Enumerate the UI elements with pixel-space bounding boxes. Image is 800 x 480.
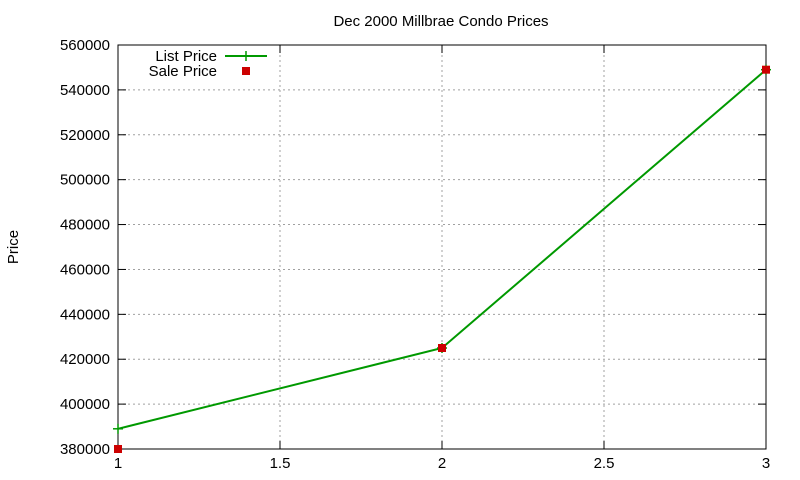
y-tick-label: 460000 (60, 261, 110, 278)
series-sale-price (114, 65, 770, 453)
y-tick-label: 480000 (60, 217, 110, 234)
y-tick-label: 400000 (60, 396, 110, 413)
legend-label-sale-price: Sale Price (149, 63, 217, 80)
y-tick-label: 540000 (60, 82, 110, 99)
y-tick-label: 500000 (60, 172, 110, 189)
axes: 380000 400000 420000 440000 460000 480000 5000… (60, 37, 770, 472)
y-tick-label: 440000 (60, 306, 110, 323)
legend-marker-list-price (241, 51, 251, 61)
list-price-point (113, 423, 123, 434)
x-tick-label: 1.5 (270, 455, 291, 472)
legend-label-list-price: List Price (155, 48, 217, 65)
x-tick-label: 2 (438, 455, 446, 472)
y-tick-label: 420000 (60, 351, 110, 368)
series-layer (113, 64, 771, 453)
x-tick-label: 3 (762, 455, 770, 472)
plot-frame (117, 44, 767, 450)
sale-price-point (114, 445, 122, 453)
legend-marker-sale-price (242, 67, 250, 75)
x-tick-label: 1 (114, 455, 122, 472)
chart-title: Dec 2000 Millbrae Condo Prices (333, 13, 548, 30)
y-tick-label: 560000 (60, 37, 110, 54)
sale-price-point (762, 65, 770, 74)
grid-lines (118, 45, 766, 449)
sale-price-point (438, 344, 446, 352)
list-price-line (117, 68, 767, 430)
y-tick-label: 380000 (60, 441, 110, 458)
y-tick-label: 520000 (60, 127, 110, 144)
x-tick-label: 2.5 (594, 455, 615, 472)
y-axis-label: Price (5, 230, 22, 264)
